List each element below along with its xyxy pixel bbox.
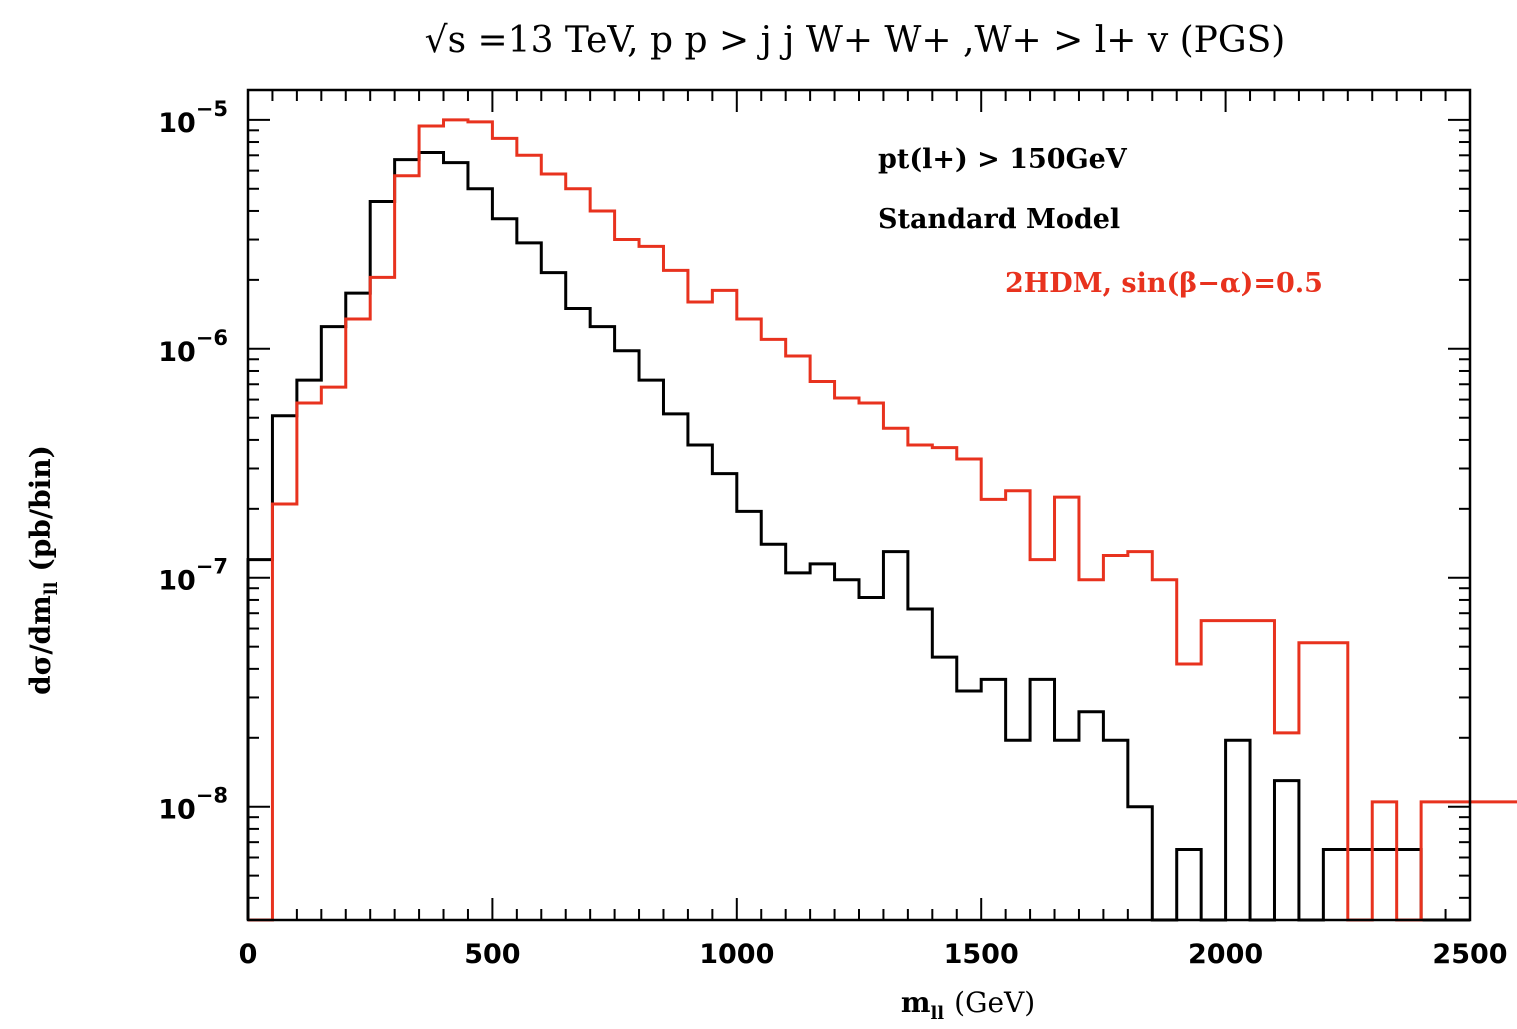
y-tick-label: 10−6 (158, 326, 228, 368)
annotation-2hdm: 2HDM, sin(β−α)=0.5 (1005, 268, 1323, 299)
svg-text:dσ/dmll(pb/bin): dσ/dmll (pb/bin) (24, 445, 62, 695)
y-axis-title: dσ/dmll (pb/bin) (24, 445, 62, 695)
y-axis-title-unit: (pb/bin) (24, 445, 57, 571)
y-axis-title-sub: ll (41, 581, 62, 595)
series-2hdm (248, 118, 1517, 922)
tick-labels: 0 500 1000 1500 2000 2500 10−5 10−6 10−7 10−8 (158, 97, 1507, 970)
x-axis-title: mll (GeV) (901, 986, 1035, 1024)
plot-frame (246, 88, 1472, 922)
x-tick-label: 2500 (1432, 939, 1507, 970)
x-tick-label: 1500 (944, 939, 1019, 970)
chart-title: √s =13 TeV, p p > j j W+ W+ ,W+ > l+ v (… (425, 20, 1286, 61)
axis-ticks (247, 90, 1471, 920)
x-tick-label: 2000 (1188, 939, 1263, 970)
x-tick-label: 1000 (699, 939, 774, 970)
x-tick-label: 500 (464, 939, 520, 970)
x-tick-label: 0 (239, 939, 258, 970)
y-tick-label: 10−5 (158, 97, 228, 139)
y-axis-title-main: dσ/dm (24, 595, 57, 695)
annotation-standard-model: Standard Model (878, 204, 1120, 235)
annotation-pt-cut: pt(l+) > 150GeV (878, 144, 1128, 175)
y-tick-label: 10−8 (158, 784, 228, 826)
series-layer (246, 118, 1517, 922)
x-axis-title-unit: (GeV) (954, 986, 1035, 1019)
y-tick-label: 10−7 (158, 555, 228, 597)
x-axis-title-sub: ll (930, 1003, 944, 1024)
x-axis-title-main: m (901, 986, 931, 1019)
